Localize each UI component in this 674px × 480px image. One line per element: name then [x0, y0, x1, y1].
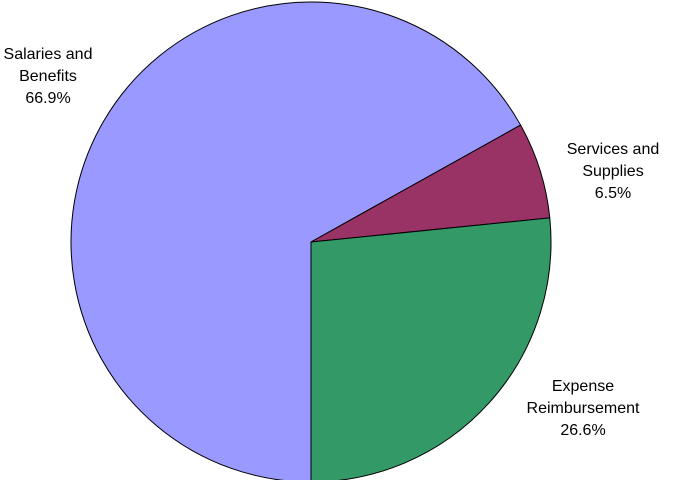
slice-label: Salaries and Benefits 66.9%	[0, 44, 98, 110]
slice-label: Services and Supplies 6.5%	[553, 139, 673, 205]
percent-label: 26.6%	[560, 422, 606, 439]
category-name: Salaries and Benefits	[3, 46, 93, 85]
pie-slice	[310, 217, 552, 480]
percent-label: 6.5%	[594, 185, 632, 202]
category-name: Expense Reimbursement	[526, 378, 640, 417]
category-name: Services and Supplies	[566, 141, 660, 180]
percent-label: 66.9%	[25, 90, 71, 107]
pie-slice	[70, 1, 522, 480]
slice-label: Expense Reimbursement 26.6%	[513, 376, 653, 442]
